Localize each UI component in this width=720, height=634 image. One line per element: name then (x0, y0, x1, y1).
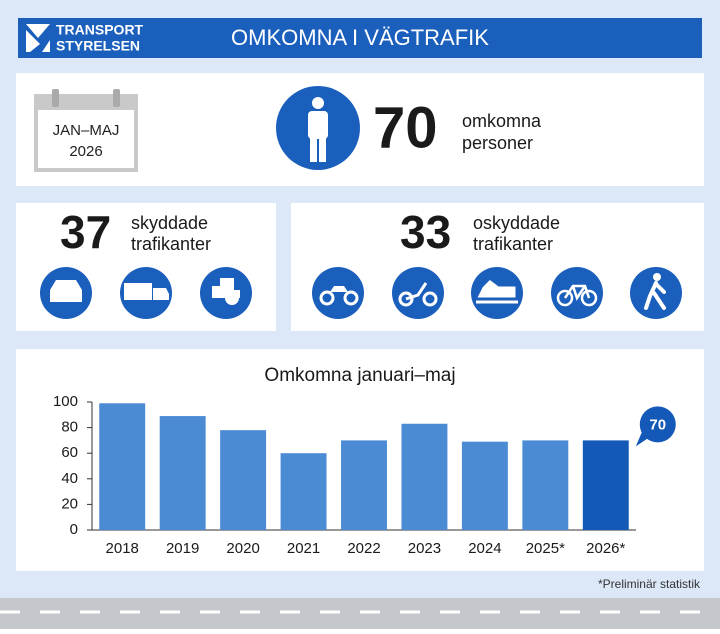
x-tick-label: 2020 (226, 540, 259, 557)
group-number: 37 (60, 206, 111, 258)
x-tick-label: 2021 (287, 540, 320, 557)
footnote: *Preliminär statistik (598, 577, 701, 591)
group-number: 33 (400, 206, 451, 258)
y-tick-label: 100 (53, 393, 78, 410)
calendar-ring (113, 89, 120, 107)
x-tick-label: 2022 (347, 540, 380, 557)
bar (341, 440, 387, 530)
x-tick-label: 2026* (586, 540, 625, 557)
total-number: 70 (373, 95, 438, 160)
group-label: oskyddade (473, 213, 560, 233)
group-label: trafikanter (473, 234, 553, 254)
logo-text: STYRELSEN (56, 38, 140, 54)
bar (159, 416, 206, 530)
y-tick-label: 80 (61, 419, 78, 436)
y-tick-label: 20 (61, 495, 78, 512)
x-tick-label: 2025* (526, 540, 565, 557)
calendar-top (36, 96, 136, 110)
bar (461, 441, 508, 530)
total-label: personer (462, 133, 533, 153)
chart-title: Omkomna januari–maj (264, 365, 455, 386)
calendar-ring (52, 89, 59, 107)
logo-mark (26, 24, 50, 52)
chart-layer: 0 20 40 60 80 100 2018 2019 2020 2021 2022 2023 2024… (53, 393, 676, 557)
bar (99, 403, 146, 530)
header-title: OMKOMNA I VÄGTRAFIK (231, 25, 489, 50)
x-tick-label: 2019 (166, 540, 199, 557)
bar (522, 440, 569, 530)
y-tick-label: 40 (61, 470, 78, 487)
bar (280, 453, 327, 530)
header-bar (18, 18, 702, 58)
x-tick-label: 2018 (106, 540, 139, 557)
bar (401, 423, 448, 530)
y-tick-label: 60 (61, 444, 78, 461)
x-tick-label: 2024 (468, 540, 501, 557)
y-tick-label: 0 (70, 521, 78, 538)
vehicle-icons (40, 267, 682, 319)
group-label: trafikanter (131, 234, 211, 254)
logo-text: TRANSPORT (56, 22, 144, 38)
person-figure (308, 97, 328, 162)
group-label: skyddade (131, 213, 208, 233)
bar (582, 440, 629, 530)
period: JAN–MAJ (53, 122, 120, 139)
value-label: 70 (649, 416, 666, 433)
bar (220, 430, 267, 530)
period: 2026 (69, 143, 102, 160)
x-tick-label: 2023 (408, 540, 441, 557)
total-label: omkomna (462, 111, 542, 131)
callout-bubble (639, 406, 676, 443)
